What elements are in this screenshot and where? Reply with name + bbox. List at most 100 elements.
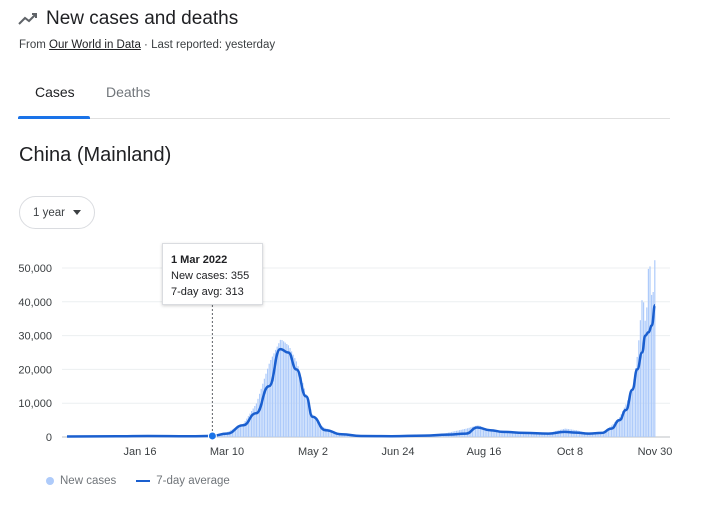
new-cases-bar bbox=[238, 426, 240, 437]
new-cases-bar bbox=[599, 433, 601, 437]
new-cases-bar bbox=[523, 431, 525, 437]
new-cases-bar bbox=[529, 432, 531, 437]
new-cases-bar bbox=[315, 419, 317, 437]
new-cases-bar bbox=[628, 396, 630, 437]
new-cases-bar bbox=[521, 431, 523, 437]
new-cases-bar bbox=[329, 430, 331, 437]
new-cases-bar bbox=[595, 433, 597, 437]
x-tick-label: Mar 10 bbox=[210, 446, 244, 458]
y-tick-label: 30,000 bbox=[18, 331, 52, 343]
new-cases-bar bbox=[302, 382, 304, 437]
new-cases-bar bbox=[651, 294, 653, 437]
new-cases-bar bbox=[649, 266, 651, 437]
new-cases-bar bbox=[241, 424, 243, 437]
tooltip-date: 1 Mar 2022 bbox=[171, 254, 228, 266]
new-cases-bar bbox=[334, 432, 336, 437]
new-cases-bar bbox=[516, 431, 518, 437]
new-cases-bar bbox=[636, 356, 638, 437]
new-cases-bar bbox=[308, 404, 310, 437]
new-cases-bar bbox=[527, 432, 529, 437]
new-cases-bar bbox=[489, 429, 491, 437]
active-tab-indicator bbox=[18, 116, 90, 119]
new-cases-bar bbox=[548, 432, 550, 437]
new-cases-bar bbox=[324, 427, 326, 437]
tab-bar: Cases Deaths bbox=[18, 78, 670, 119]
new-cases-bar bbox=[515, 431, 517, 437]
new-cases-bar bbox=[247, 416, 249, 437]
new-cases-bar bbox=[532, 432, 534, 437]
chart-average-line bbox=[66, 303, 657, 438]
new-cases-bar bbox=[646, 307, 648, 437]
new-cases-bar bbox=[255, 403, 257, 437]
new-cases-bar bbox=[587, 433, 589, 437]
new-cases-bar bbox=[511, 431, 513, 437]
new-cases-bar bbox=[499, 431, 501, 437]
new-cases-bar bbox=[267, 368, 269, 437]
new-cases-bar bbox=[292, 354, 294, 437]
new-cases-bar bbox=[323, 427, 325, 437]
new-cases-bar bbox=[284, 342, 286, 437]
new-cases-bar bbox=[307, 399, 309, 437]
legend-line-swatch bbox=[136, 480, 151, 482]
new-cases-bar bbox=[635, 368, 637, 437]
source-link[interactable]: Our World in Data bbox=[49, 39, 141, 51]
new-cases-bar bbox=[654, 260, 656, 437]
source-prefix: From bbox=[19, 39, 50, 51]
tab-deaths[interactable]: Deaths bbox=[106, 84, 150, 110]
new-cases-bar bbox=[641, 300, 643, 437]
new-cases-bar bbox=[279, 339, 281, 437]
new-cases-bar bbox=[559, 429, 561, 437]
new-cases-bar bbox=[505, 431, 507, 437]
new-cases-bar bbox=[295, 361, 297, 437]
chart-grid bbox=[62, 267, 670, 438]
caret-down-icon bbox=[72, 210, 81, 215]
new-cases-bar bbox=[236, 426, 238, 437]
new-cases-bar bbox=[311, 414, 313, 437]
new-cases-bar bbox=[491, 430, 493, 437]
new-cases-bar bbox=[503, 431, 505, 437]
new-cases-bar bbox=[478, 425, 480, 437]
new-cases-bar bbox=[625, 404, 627, 437]
new-cases-bar bbox=[539, 432, 541, 437]
new-cases-bar bbox=[593, 433, 595, 437]
cases-chart[interactable]: 0 10,000 20,000 30,000 40,000 50,000 Jan 16 Ma… bbox=[0, 236, 705, 468]
new-cases-bar bbox=[580, 431, 582, 437]
new-cases-bar bbox=[607, 428, 609, 437]
new-cases-bar bbox=[598, 433, 600, 437]
new-cases-bar bbox=[233, 428, 235, 437]
new-cases-bar bbox=[303, 388, 305, 437]
hover-point bbox=[207, 431, 217, 441]
time-range-dropdown[interactable]: 1 year bbox=[19, 196, 95, 229]
new-cases-bar bbox=[262, 383, 264, 437]
new-cases-bar bbox=[259, 393, 261, 437]
new-cases-bar bbox=[268, 363, 270, 437]
new-cases-bar bbox=[231, 429, 233, 437]
new-cases-bar bbox=[542, 432, 544, 437]
new-cases-bar bbox=[596, 433, 598, 437]
time-range-value: 1 year bbox=[33, 206, 65, 219]
new-cases-bar bbox=[476, 425, 478, 437]
new-cases-bar bbox=[294, 358, 296, 437]
tab-cases[interactable]: Cases bbox=[35, 84, 75, 110]
y-axis-labels: 0 10,000 20,000 30,000 40,000 50,000 bbox=[18, 263, 52, 444]
new-cases-bar bbox=[257, 398, 259, 437]
new-cases-bar bbox=[591, 433, 593, 437]
legend-line-label: 7-day average bbox=[156, 475, 230, 487]
new-cases-bar bbox=[513, 431, 515, 437]
new-cases-bar bbox=[492, 430, 494, 437]
new-cases-bar bbox=[639, 320, 641, 437]
new-cases-bar bbox=[604, 430, 606, 437]
new-cases-bar bbox=[283, 341, 285, 437]
header: New cases and deaths bbox=[18, 8, 238, 30]
new-cases-bar bbox=[326, 428, 328, 437]
tab-deaths-label: Deaths bbox=[106, 84, 151, 100]
new-cases-bar bbox=[327, 429, 329, 437]
new-cases-bar bbox=[291, 351, 293, 437]
new-cases-bar bbox=[316, 421, 318, 437]
new-cases-bar bbox=[543, 432, 545, 437]
new-cases-bar bbox=[619, 417, 621, 437]
y-tick-label: 0 bbox=[46, 432, 52, 444]
new-cases-bar bbox=[235, 427, 237, 437]
new-cases-bar bbox=[644, 320, 646, 437]
new-cases-bar bbox=[606, 429, 608, 437]
